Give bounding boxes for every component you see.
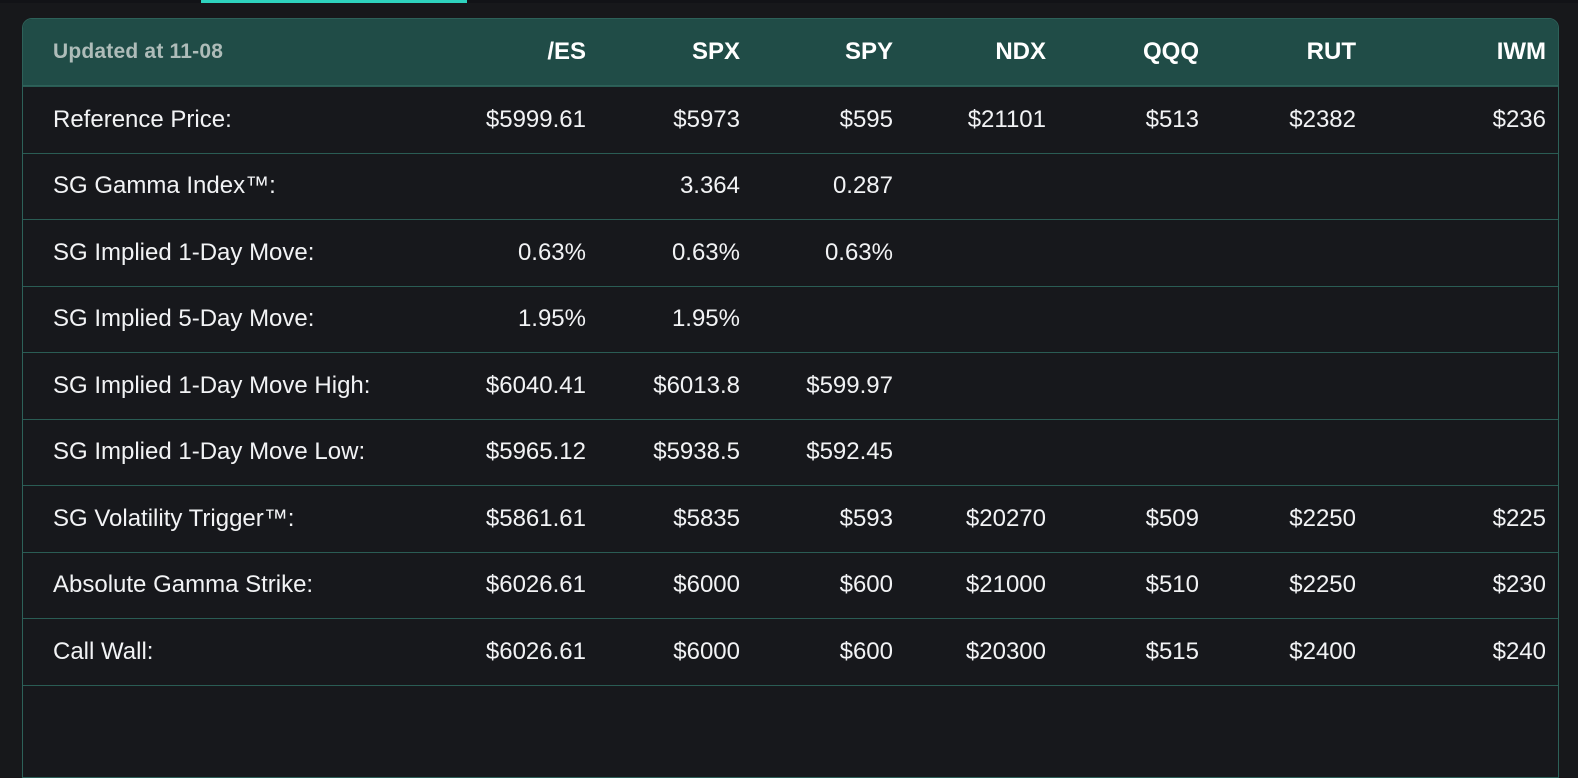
row-label: SG Gamma Index™: bbox=[53, 172, 276, 200]
table-row: SG Volatility Trigger™: $5861.61 $5835 $… bbox=[23, 485, 1558, 552]
table-cell: $20300 bbox=[965, 637, 1046, 665]
table-cell: 0.63% bbox=[824, 238, 893, 266]
table-row: SG Implied 1-Day Move: 0.63% 0.63% 0.63% bbox=[23, 219, 1558, 286]
row-label: SG Implied 1-Day Move High: bbox=[53, 371, 371, 399]
table-cell: $6026.61 bbox=[485, 637, 586, 665]
table-row: SG Implied 1-Day Move Low: $5965.12 $593… bbox=[23, 418, 1558, 486]
table-cell: $5999.61 bbox=[485, 105, 586, 133]
row-label: Absolute Gamma Strike: bbox=[53, 571, 314, 599]
row-label: SG Implied 1-Day Move: bbox=[53, 238, 315, 266]
table-cell: $2400 bbox=[1289, 637, 1356, 665]
table-cell: 1.95% bbox=[517, 305, 586, 333]
table-row: SG Gamma Index™: 3.364 0.287 bbox=[23, 152, 1558, 220]
table-row: Call Wall: $6026.61 $6000 $600 $20300 $5… bbox=[23, 618, 1558, 685]
table-cell: $5835 bbox=[673, 504, 740, 532]
table-cell: 3.364 bbox=[679, 172, 740, 200]
row-label: Call Wall: bbox=[53, 637, 154, 665]
column-header-ndx: NDX bbox=[995, 38, 1046, 65]
table-cell: $599.97 bbox=[806, 371, 893, 399]
table-cell: $600 bbox=[839, 571, 893, 599]
table-header-row: Updated at 11-08 /ES SPX SPY NDX QQQ RUT… bbox=[23, 19, 1558, 86]
table-cell: $6013.8 bbox=[653, 371, 740, 399]
table-cell: $600 bbox=[839, 637, 893, 665]
column-header-rut: RUT bbox=[1306, 38, 1356, 65]
table-cell: 0.287 bbox=[832, 172, 893, 200]
tab-strip bbox=[0, 0, 1578, 3]
table-cell: $6000 bbox=[673, 571, 740, 599]
table-cell: $5973 bbox=[673, 105, 740, 133]
updated-timestamp: Updated at 11-08 bbox=[53, 40, 224, 63]
table-row: Absolute Gamma Strike: $6026.61 $6000 $6… bbox=[23, 551, 1558, 619]
table-row: SG Implied 5-Day Move: 1.95% 1.95% bbox=[23, 285, 1558, 353]
row-label: Reference Price: bbox=[53, 105, 232, 133]
table-cell: $225 bbox=[1492, 504, 1546, 532]
table-cell: $21101 bbox=[967, 105, 1046, 133]
column-header-spx: SPX bbox=[691, 38, 740, 65]
table-cell: $593 bbox=[839, 504, 893, 532]
table-cell: $6026.61 bbox=[485, 571, 586, 599]
table-row: Reference Price: $5999.61 $5973 $595 $21… bbox=[23, 86, 1558, 153]
column-header-iwm: IWM bbox=[1496, 38, 1546, 65]
table-row-cutoff bbox=[23, 684, 1558, 725]
table-cell: $20270 bbox=[965, 504, 1046, 532]
table-cell: 0.63% bbox=[671, 238, 740, 266]
table-cell: $236 bbox=[1492, 105, 1546, 133]
column-header-es: /ES bbox=[547, 38, 586, 65]
table-cell: 1.95% bbox=[671, 305, 740, 333]
column-header-qqq: QQQ bbox=[1142, 38, 1199, 65]
table-cell: 0.63% bbox=[517, 238, 586, 266]
table-row: SG Implied 1-Day Move High: $6040.41 $60… bbox=[23, 352, 1558, 419]
table-cell: $513 bbox=[1145, 105, 1199, 133]
table-cell: $6000 bbox=[673, 637, 740, 665]
table-cell: $2382 bbox=[1289, 105, 1356, 133]
table-cell: $509 bbox=[1145, 504, 1199, 532]
table-cell: $230 bbox=[1492, 571, 1546, 599]
row-label: SG Volatility Trigger™: bbox=[53, 504, 295, 532]
table-cell: $515 bbox=[1145, 637, 1199, 665]
key-levels-table: Updated at 11-08 /ES SPX SPY NDX QQQ RUT… bbox=[22, 18, 1559, 778]
row-label: SG Implied 5-Day Move: bbox=[53, 305, 315, 333]
table-cell: $2250 bbox=[1289, 571, 1356, 599]
row-label: SG Implied 1-Day Move Low: bbox=[53, 438, 366, 466]
table-cell: $2250 bbox=[1289, 504, 1356, 532]
table-cell: $5861.61 bbox=[485, 504, 586, 532]
column-header-spy: SPY bbox=[844, 38, 893, 65]
table-cell: $5938.5 bbox=[653, 438, 740, 466]
table-cell: $510 bbox=[1145, 571, 1199, 599]
active-tab-indicator[interactable] bbox=[201, 0, 467, 3]
table-cell: $21000 bbox=[965, 571, 1046, 599]
table-cell: $595 bbox=[839, 105, 893, 133]
table-cell: $240 bbox=[1492, 637, 1546, 665]
table-cell: $5965.12 bbox=[485, 438, 586, 466]
table-cell: $592.45 bbox=[806, 438, 893, 466]
table-cell: $6040.41 bbox=[485, 371, 586, 399]
